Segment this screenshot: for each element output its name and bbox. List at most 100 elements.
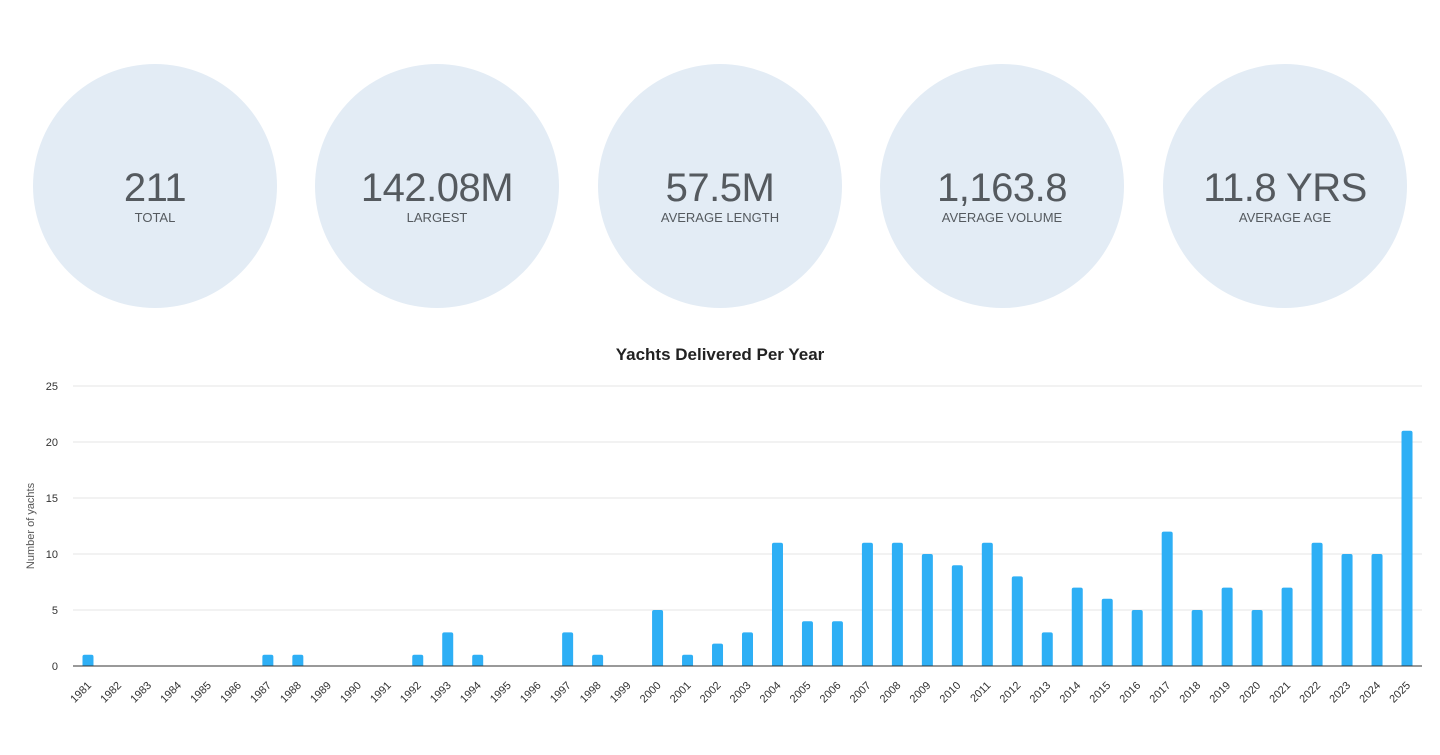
bar-2000[interactable]: [652, 610, 664, 666]
bar-2019[interactable]: [1221, 587, 1233, 666]
x-axis-ticks: 1981 1982 1983 1984 1985 1986 1987 1988 1989 1990…: [68, 680, 1413, 706]
x-tick-label: 1986: [218, 680, 244, 706]
yachts-per-year-chart: Yachts Delivered Per Year 0 5 10 15 2025 198…: [25, 345, 1422, 706]
stat-value: 1,163.8: [937, 166, 1067, 210]
bar-2002[interactable]: [712, 643, 724, 666]
bar-2015[interactable]: [1101, 598, 1113, 666]
bar-1992[interactable]: [412, 654, 424, 666]
x-tick-label: 2010: [938, 680, 964, 706]
stat-total: 211 TOTAL: [33, 64, 277, 308]
x-tick-label: 2019: [1207, 680, 1233, 706]
x-tick-label: 1988: [278, 680, 304, 706]
x-tick-label: 2018: [1177, 680, 1203, 706]
x-tick-label: 1998: [578, 680, 604, 706]
y-tick-label: 0: [52, 661, 58, 673]
bar-2021[interactable]: [1281, 587, 1293, 666]
x-tick-label: 1995: [488, 680, 514, 706]
x-tick-label: 2006: [818, 680, 844, 706]
bar-2003[interactable]: [742, 632, 753, 666]
x-tick-label: 2023: [1327, 680, 1353, 706]
stat-value: 211: [123, 166, 187, 210]
bar-2025[interactable]: [1401, 430, 1413, 666]
bar-2016[interactable]: [1131, 610, 1143, 666]
bar-2001[interactable]: [682, 654, 694, 666]
x-tick-label: 2005: [788, 680, 814, 706]
stat-largest: 142.08M LARGEST: [315, 64, 559, 308]
x-tick-label: 2008: [878, 680, 904, 706]
x-tick-label: 2000: [638, 680, 664, 706]
x-tick-label: 1983: [128, 680, 154, 706]
stat-average-volume: 1,163.8 AVERAGE VOLUME: [880, 64, 1124, 308]
bar-2024[interactable]: [1371, 554, 1383, 666]
stat-value: 142.08M: [360, 166, 514, 210]
x-tick-label: 2024: [1357, 680, 1383, 706]
x-tick-label: 2003: [728, 680, 754, 706]
y-tick-label: 5: [52, 605, 58, 617]
x-tick-label: 1989: [308, 680, 334, 706]
bar-2022[interactable]: [1311, 542, 1323, 666]
x-tick-label: 2022: [1297, 680, 1323, 706]
bar-2004[interactable]: [771, 542, 783, 666]
bar-1988[interactable]: [292, 654, 304, 666]
x-tick-label: 1981: [68, 680, 94, 706]
bar-1987[interactable]: [262, 654, 274, 666]
stat-value: 11.8 YRS: [1203, 166, 1367, 210]
x-tick-label: 1992: [398, 680, 424, 706]
x-tick-label: 1991: [368, 680, 394, 706]
y-axis-ticks: 0 5 10 15 20 25: [46, 381, 58, 673]
x-tick-label: 2017: [1148, 680, 1174, 706]
bar-2018[interactable]: [1191, 610, 1203, 666]
stat-label: AVERAGE LENGTH: [660, 210, 780, 225]
stat-label: TOTAL: [134, 210, 176, 225]
bar-2011[interactable]: [981, 542, 993, 666]
stat-value: 57.5M: [665, 166, 775, 210]
y-axis-label: Number of yachts: [25, 482, 37, 569]
bar-2007[interactable]: [861, 542, 873, 666]
bar-1997[interactable]: [562, 632, 574, 666]
bar-2006[interactable]: [831, 621, 843, 666]
stat-label: LARGEST: [406, 210, 468, 225]
x-tick-label: 2001: [668, 680, 694, 706]
x-tick-label: 2011: [968, 680, 993, 705]
bar-2008[interactable]: [891, 542, 903, 666]
bar-2012[interactable]: [1011, 576, 1023, 666]
x-tick-label: 1985: [188, 680, 214, 706]
x-tick-label: 1984: [158, 680, 184, 706]
x-tick-label: 2002: [698, 680, 724, 706]
bar-2009[interactable]: [921, 554, 933, 666]
x-tick-label: 2007: [848, 680, 874, 706]
bar-1993[interactable]: [442, 632, 454, 666]
x-tick-label: 1997: [548, 680, 574, 706]
x-tick-label: 2009: [908, 680, 934, 706]
y-tick-label: 10: [46, 549, 58, 561]
stat-average-length: 57.5M AVERAGE LENGTH: [598, 64, 842, 308]
x-tick-label: 2020: [1237, 680, 1263, 706]
x-tick-label: 2015: [1088, 680, 1114, 706]
y-tick-label: 15: [46, 493, 58, 505]
x-tick-label: 1993: [428, 680, 454, 706]
bar-1981[interactable]: [82, 654, 94, 666]
stat-average-age: 11.8 YRS AVERAGE AGE: [1163, 64, 1407, 308]
bar-2023[interactable]: [1341, 554, 1353, 666]
stat-label: AVERAGE VOLUME: [941, 210, 1063, 225]
x-tick-label: 1994: [458, 680, 484, 706]
bar-2020[interactable]: [1251, 610, 1263, 666]
bars: [82, 430, 1413, 666]
x-tick-label: 2012: [998, 680, 1024, 706]
bar-2017[interactable]: [1161, 531, 1173, 666]
x-tick-label: 2021: [1267, 680, 1293, 706]
bar-1994[interactable]: [472, 654, 484, 666]
bar-2013[interactable]: [1041, 632, 1053, 666]
y-tick-label: 20: [46, 437, 58, 449]
grid: [73, 385, 1422, 611]
bar-2010[interactable]: [951, 565, 963, 666]
x-tick-label: 1987: [248, 680, 274, 706]
bar-2014[interactable]: [1071, 587, 1083, 666]
bar-1998[interactable]: [592, 654, 604, 666]
x-tick-label: 2014: [1058, 680, 1084, 706]
x-tick-label: 2025: [1387, 680, 1413, 706]
x-tick-label: 2016: [1118, 680, 1144, 706]
stats-row: 211 TOTAL 142.08M LARGEST 57.5M AVERAGE …: [0, 0, 1440, 320]
bar-2005[interactable]: [801, 621, 813, 666]
chart-title: Yachts Delivered Per Year: [616, 345, 825, 364]
